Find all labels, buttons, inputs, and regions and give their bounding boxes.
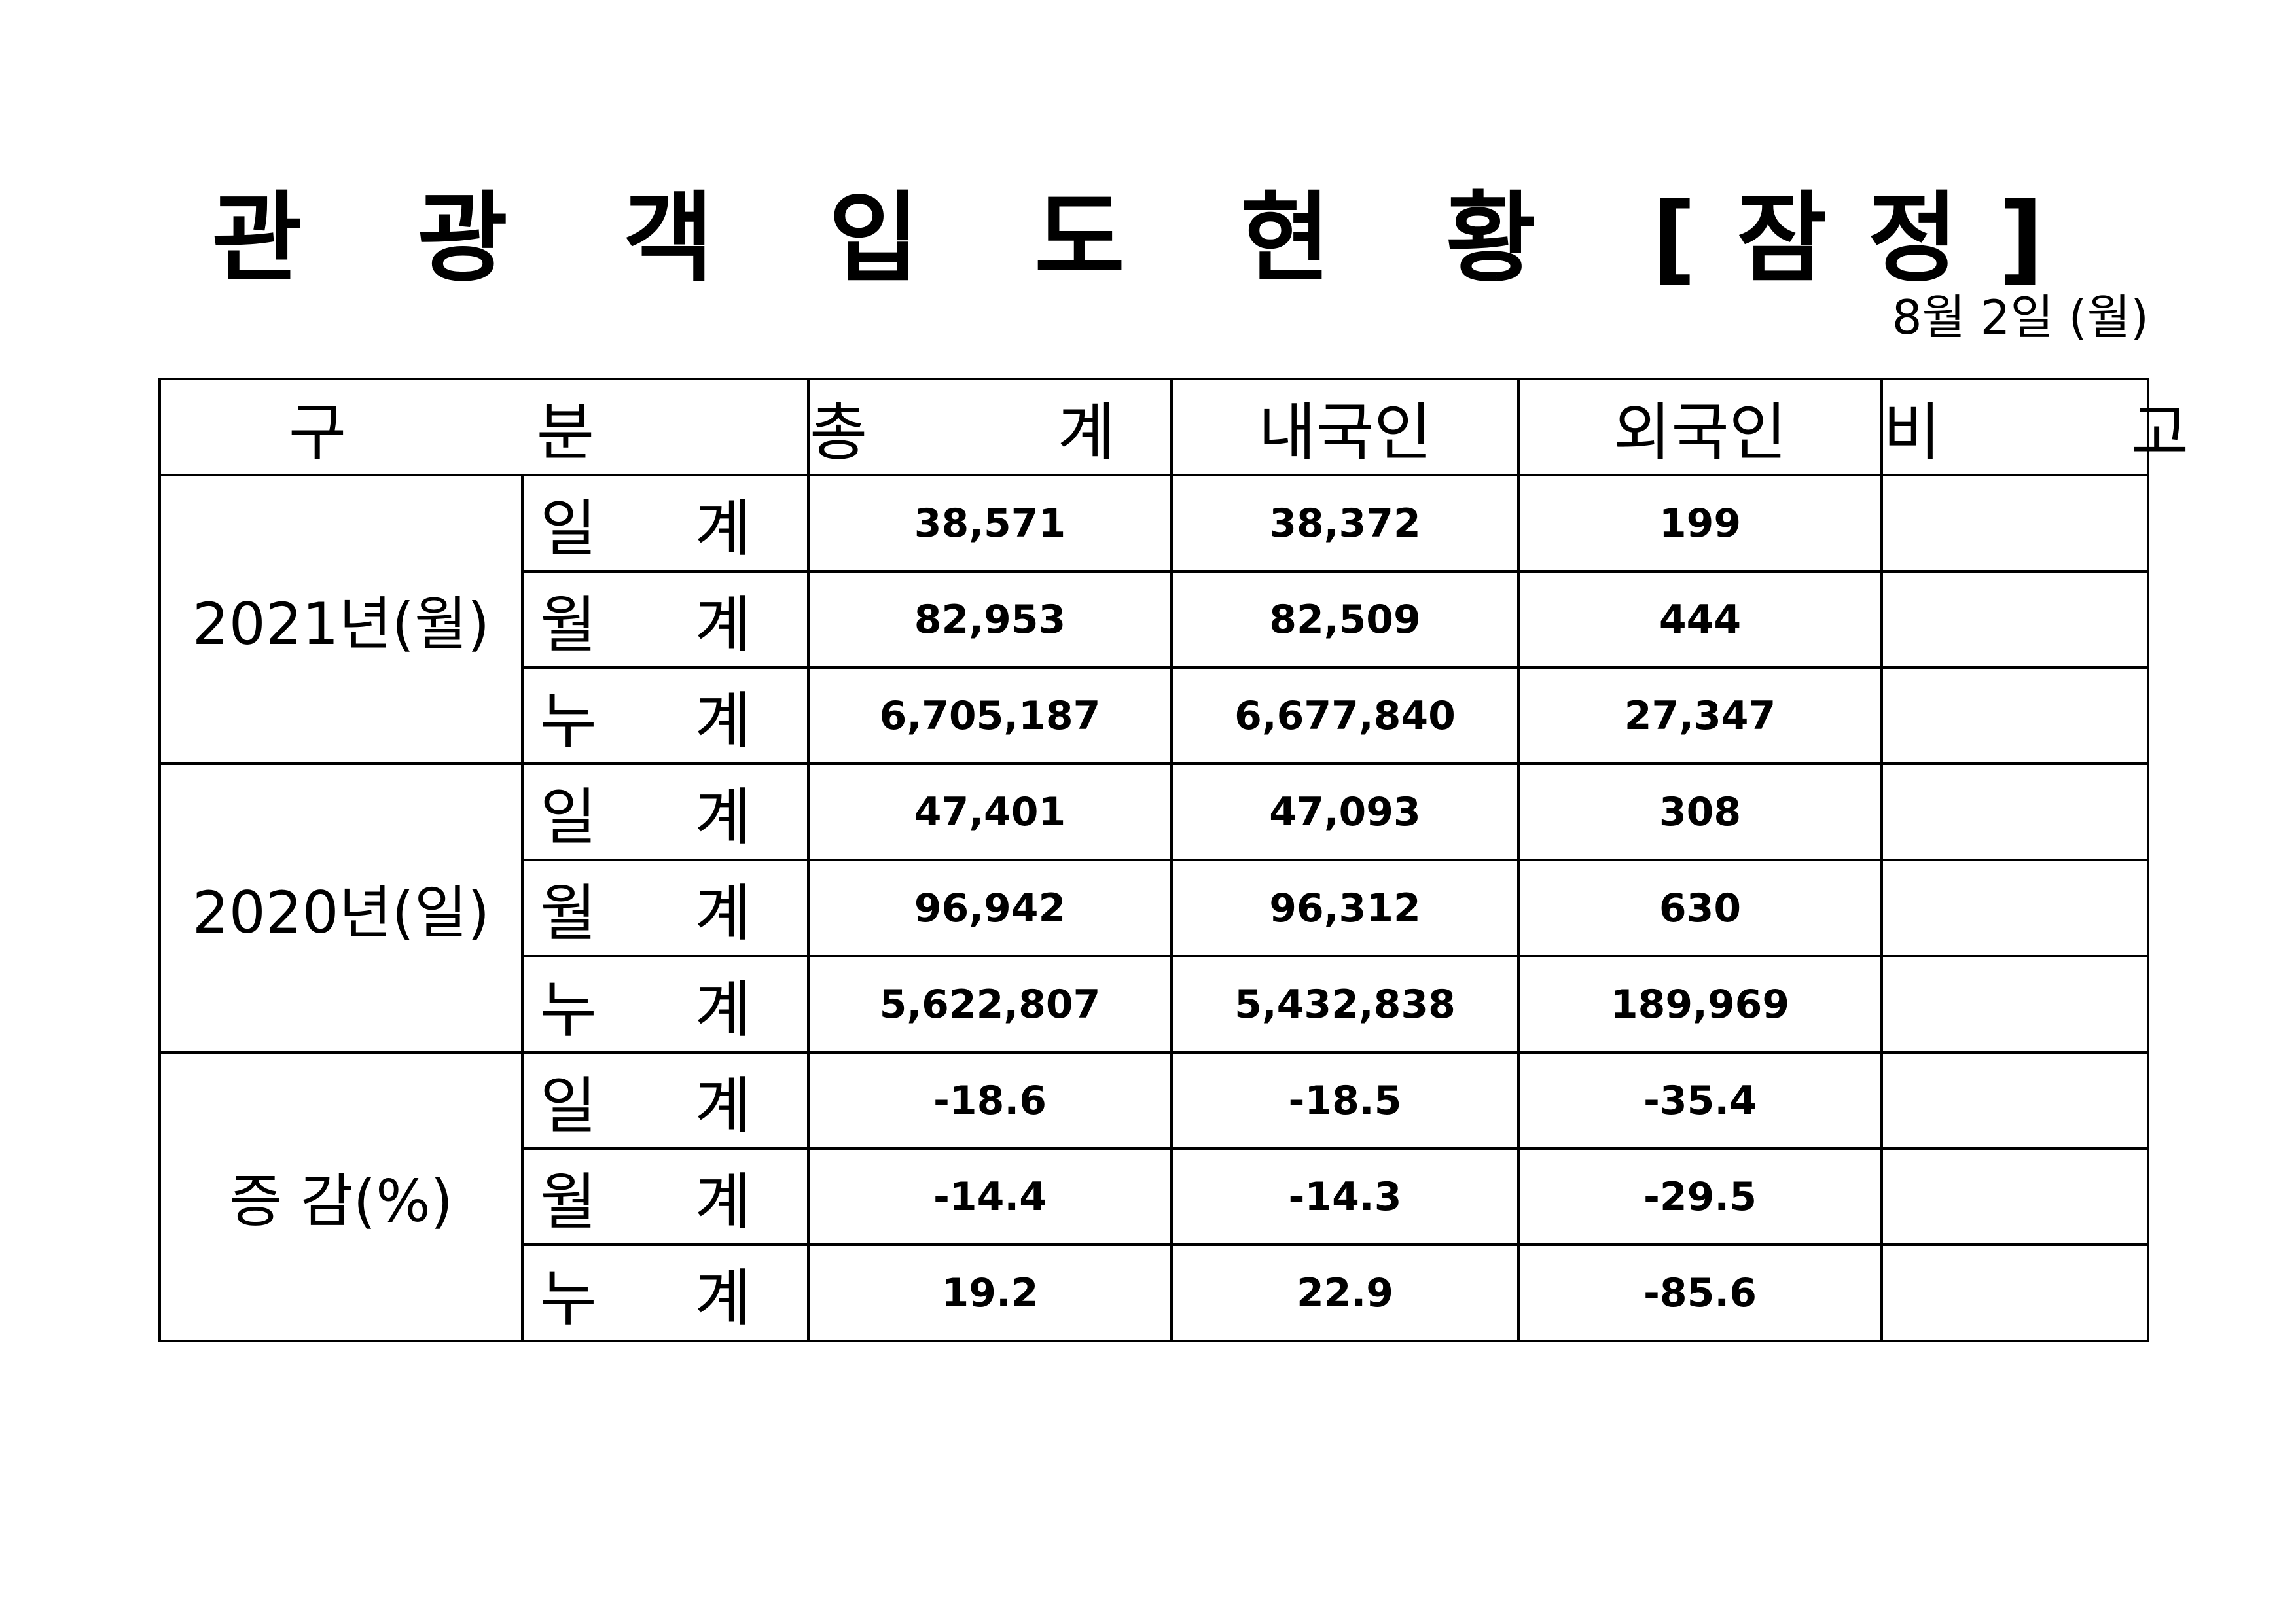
cell-total: 38,571	[807, 474, 1173, 573]
table-row: 누 계 5,622,807 5,432,838 189,969	[160, 955, 2149, 1054]
cell-domestic: -18.5	[1170, 1051, 1520, 1150]
header-domestic: 내국인	[1170, 378, 1520, 476]
cell-remarks	[1880, 859, 2149, 957]
cell-foreign: 630	[1517, 859, 1883, 957]
row-label: 일 계	[521, 1051, 810, 1150]
row-label: 누 계	[521, 1243, 810, 1342]
header-row: 구 분 총 계 내국인 외국인 비 고	[158, 378, 2189, 476]
cell-remarks	[1880, 1243, 2149, 1342]
cell-domestic: 22.9	[1170, 1243, 1520, 1342]
cell-foreign: 27,347	[1517, 666, 1883, 765]
cell-remarks	[1880, 570, 2149, 669]
cell-foreign: 199	[1517, 474, 1883, 573]
table-row: 월 계 82,953 82,509 444	[160, 570, 2149, 669]
group-label-2020: 2020년(일)	[158, 762, 524, 1054]
cell-remarks	[1880, 762, 2149, 861]
header-total: 총 계	[807, 378, 1173, 476]
cell-total: -18.6	[807, 1051, 1173, 1150]
cell-total: 82,953	[807, 570, 1173, 669]
table-row: 2021년(월) 일 계 38,571 38,372 199	[158, 474, 2149, 765]
header-remarks: 비 고	[1880, 378, 2189, 476]
table-row: 증 감(%) 일 계 -18.6 -18.5 -35.4	[158, 1051, 2149, 1342]
cell-remarks	[1880, 1051, 2149, 1150]
table-row: 월 계 -14.4 -14.3 -29.5	[160, 1147, 2149, 1246]
cell-remarks	[1880, 955, 2149, 1054]
cell-domestic: 82,509	[1170, 570, 1520, 669]
row-label: 월 계	[521, 570, 810, 669]
cell-foreign: 444	[1517, 570, 1883, 669]
cell-domestic: 47,093	[1170, 762, 1520, 861]
page-title: 관 광 객 입 도 현 황 [잠정]	[211, 182, 2085, 296]
group-label-change: 증 감(%)	[158, 1051, 524, 1342]
cell-foreign: 189,969	[1517, 955, 1883, 1054]
cell-domestic: 96,312	[1170, 859, 1520, 957]
cell-total: 96,942	[807, 859, 1173, 957]
table-row: 누 계 19.2 22.9 -85.6	[160, 1243, 2149, 1342]
tourist-arrivals-table: 구 분 총 계 내국인 외국인 비 고 2021년(월) 일 계 38,571 …	[158, 378, 2189, 1342]
table-row: 월 계 96,942 96,312 630	[160, 859, 2149, 957]
header-foreign: 외국인	[1517, 378, 1883, 476]
cell-remarks	[1880, 474, 2149, 573]
cell-total: -14.4	[807, 1147, 1173, 1246]
cell-total: 5,622,807	[807, 955, 1173, 1054]
cell-remarks	[1880, 1147, 2149, 1246]
cell-remarks	[1880, 666, 2149, 765]
cell-domestic: -14.3	[1170, 1147, 1520, 1246]
row-label: 일 계	[521, 474, 810, 573]
cell-domestic: 5,432,838	[1170, 955, 1520, 1054]
cell-foreign: -35.4	[1517, 1051, 1883, 1150]
cell-foreign: 308	[1517, 762, 1883, 861]
cell-domestic: 6,677,840	[1170, 666, 1520, 765]
row-label: 월 계	[521, 1147, 810, 1246]
cell-foreign: -85.6	[1517, 1243, 1883, 1342]
report-date: 8월 2일 (월)	[1892, 290, 2149, 345]
table-row: 2020년(일) 일 계 47,401 47,093 308	[158, 762, 2149, 1054]
group-label-2021: 2021년(월)	[158, 474, 524, 765]
cell-total: 47,401	[807, 762, 1173, 861]
row-label: 일 계	[521, 762, 810, 861]
row-label: 월 계	[521, 859, 810, 957]
table-row: 누 계 6,705,187 6,677,840 27,347	[160, 666, 2149, 765]
cell-total: 6,705,187	[807, 666, 1173, 765]
cell-foreign: -29.5	[1517, 1147, 1883, 1246]
row-label: 누 계	[521, 666, 810, 765]
header-category: 구 분	[158, 378, 810, 476]
row-label: 누 계	[521, 955, 810, 1054]
cell-total: 19.2	[807, 1243, 1173, 1342]
cell-domestic: 38,372	[1170, 474, 1520, 573]
